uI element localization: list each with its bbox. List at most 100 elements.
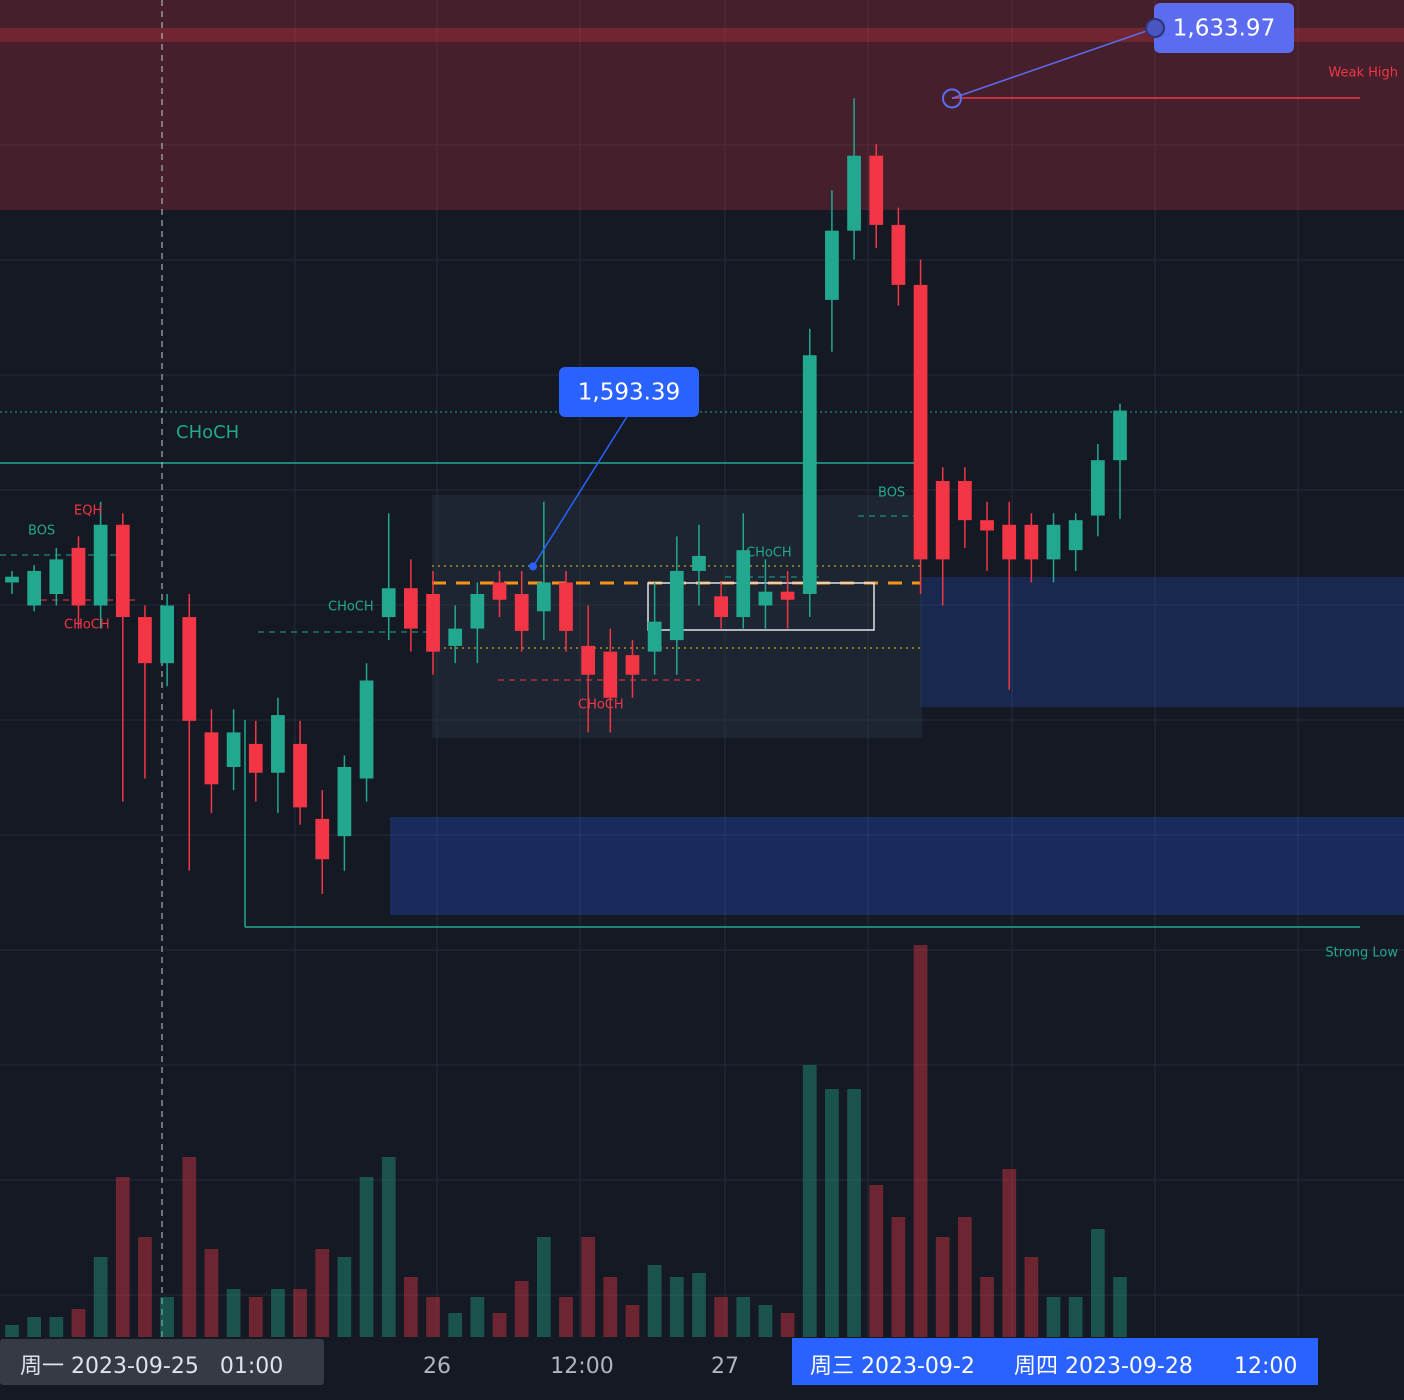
candle-body <box>780 591 795 600</box>
candle-body <box>625 655 640 675</box>
volume-bar <box>891 1217 906 1337</box>
candle-body <box>404 588 418 629</box>
bos-label: BOS <box>28 524 55 539</box>
candle-body <box>647 621 662 652</box>
volume-bar <box>49 1317 64 1337</box>
volume-bar <box>536 1237 551 1337</box>
time-label: 周一 2023-09-25 01:00 <box>20 1354 283 1379</box>
candle-body <box>758 591 773 606</box>
candle-body <box>27 570 42 606</box>
volume-bar <box>93 1257 108 1337</box>
volume-bar <box>847 1089 861 1337</box>
price-badge <box>1154 3 1294 53</box>
candle-body <box>1068 520 1083 551</box>
volume-bar <box>182 1157 197 1337</box>
candle-body <box>514 593 529 631</box>
candle-body <box>825 230 839 300</box>
volume-bar <box>337 1257 352 1337</box>
volume-bar <box>1090 1229 1105 1337</box>
volume-bar <box>381 1157 396 1337</box>
time-label: 周四 2023-09-28 <box>1014 1354 1193 1379</box>
volume-bar <box>669 1277 684 1337</box>
time-label: 27 <box>711 1354 739 1379</box>
candle-body <box>381 588 396 618</box>
callout-line <box>951 27 1156 100</box>
volume-bar <box>913 945 928 1337</box>
callout-line <box>532 414 629 567</box>
high-marker <box>942 88 962 109</box>
candle-body <box>869 155 884 225</box>
volume-bar <box>315 1249 330 1337</box>
candle-body <box>115 524 130 618</box>
candle-body <box>138 617 152 664</box>
candle-body <box>248 743 263 773</box>
candle-body <box>1090 460 1105 516</box>
candle-body <box>204 732 219 785</box>
volume-bar <box>71 1309 86 1337</box>
volume-bar <box>980 1277 994 1337</box>
choch-label: CHoCH <box>746 546 792 561</box>
candle-body <box>669 570 684 641</box>
bos-label: BOS <box>878 486 905 501</box>
badge-dot <box>1145 18 1165 38</box>
weak-high-label: Weak High <box>1328 66 1398 81</box>
volume-bar <box>1024 1257 1039 1337</box>
candle-body <box>714 596 728 618</box>
candle-body <box>359 680 374 779</box>
time-range-badge <box>792 1338 1318 1385</box>
volume-bar <box>5 1325 19 1337</box>
price-marker <box>529 562 537 571</box>
overlay: 1,633.97 1,593.39 <box>529 3 1294 571</box>
grid <box>0 0 1404 1337</box>
candle-body <box>226 732 241 767</box>
choch-label: CHoCH <box>176 422 239 443</box>
candle-body <box>536 582 551 612</box>
candle-body <box>581 645 596 675</box>
choch-label: CHoCH <box>64 618 110 633</box>
volume-bar <box>138 1237 152 1337</box>
volume-bar <box>958 1217 972 1337</box>
eqh-label: EQH <box>74 504 102 519</box>
volume-bar <box>802 1065 817 1337</box>
volume-bar <box>404 1277 418 1337</box>
volume-bar <box>115 1177 130 1337</box>
candle-body <box>603 651 618 698</box>
candle-layer <box>5 98 1127 894</box>
candle-body <box>160 605 174 664</box>
price-label: 1,593.39 <box>578 380 680 406</box>
volume-bar <box>780 1313 795 1337</box>
volume-bar <box>470 1297 485 1337</box>
volume-bar <box>935 1237 950 1337</box>
volume-bar <box>625 1305 640 1337</box>
time-label: 12:00 <box>1234 1354 1297 1379</box>
candle-body <box>71 547 86 606</box>
time-label: 26 <box>423 1354 451 1379</box>
time-badge <box>0 1339 324 1385</box>
supply-band <box>0 28 1404 42</box>
volume-bar <box>692 1273 706 1337</box>
volume-bar <box>581 1237 596 1337</box>
candle-body <box>448 628 463 646</box>
choch-label: CHoCH <box>578 698 624 713</box>
volume-bar <box>492 1313 507 1337</box>
volume-bar <box>448 1313 463 1337</box>
candle-body <box>49 559 64 594</box>
demand-zone <box>390 817 1404 915</box>
volume-bar <box>1046 1297 1061 1337</box>
time-label: 周三 2023-09-2 <box>810 1354 975 1379</box>
strong-low-label: Strong Low <box>1325 946 1398 961</box>
volume-bar <box>359 1177 374 1337</box>
volume-bar <box>1002 1169 1017 1337</box>
candle-body <box>492 582 507 600</box>
candle-body <box>847 155 861 231</box>
price-badge <box>559 367 699 417</box>
candle-body <box>913 284 928 560</box>
candle-body <box>736 550 751 618</box>
demand-zone <box>920 577 1404 707</box>
candle-body <box>980 520 994 531</box>
volume-bar <box>514 1281 529 1337</box>
choch-label: CHoCH <box>328 600 374 615</box>
volume-bar <box>869 1185 884 1337</box>
